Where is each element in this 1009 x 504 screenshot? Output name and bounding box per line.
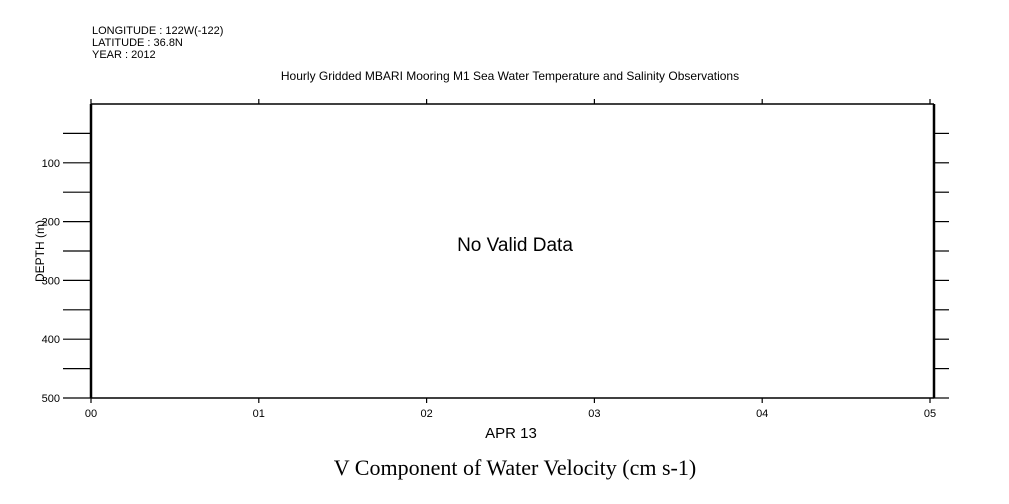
x-tick-label: 00 <box>85 408 97 420</box>
year-label: YEAR : 2012 <box>92 49 156 61</box>
x-tick-label: 02 <box>420 408 432 420</box>
y-axis-label: DEPTH (m) <box>33 220 47 282</box>
y-tick-label: 500 <box>42 393 60 405</box>
chart-title: Hourly Gridded MBARI Mooring M1 Sea Wate… <box>281 69 739 83</box>
y-tick-label: 200 <box>42 217 60 229</box>
longitude-label: LONGITUDE : 122W(-122) <box>92 25 224 37</box>
y-tick-label: 400 <box>42 334 60 346</box>
no-data-message: No Valid Data <box>457 235 573 256</box>
y-tick-label: 300 <box>42 275 60 287</box>
x-tick-label: 05 <box>924 408 936 420</box>
x-tick-label: 03 <box>588 408 600 420</box>
x-tick-label: 04 <box>756 408 768 420</box>
y-tick-label: 100 <box>42 158 60 170</box>
x-axis-label: APR 13 <box>485 425 537 442</box>
x-tick-label: 01 <box>253 408 265 420</box>
latitude-label: LATITUDE : 36.8N <box>92 37 183 49</box>
variable-title: V Component of Water Velocity (cm s-1) <box>334 455 696 480</box>
